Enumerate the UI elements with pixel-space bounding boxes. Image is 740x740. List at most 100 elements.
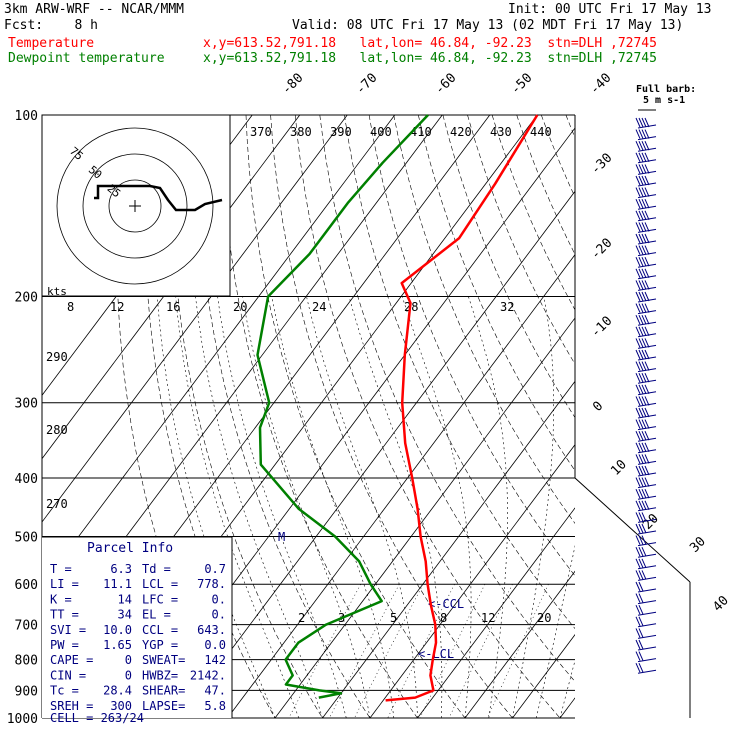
wind-barb-flag <box>635 430 641 441</box>
theta-e-label: 270 <box>46 497 68 511</box>
wind-barb-flag <box>635 175 641 186</box>
wind-barb-flag <box>635 535 641 545</box>
wind-barb-flag <box>644 222 650 232</box>
parcel-value: 0. <box>212 608 226 622</box>
wind-barb-flag <box>641 222 647 232</box>
parcel-value: 11.1 <box>103 577 132 591</box>
wind-barb-flag <box>635 245 641 255</box>
wind-barb-flag <box>635 314 641 325</box>
temperature-station-info: x,y=613.52,791.18 lat,lon= 46.84, -92.23… <box>203 36 657 51</box>
parcel-key: LCL = <box>142 577 178 591</box>
moist-adiabat <box>271 296 395 718</box>
wind-barb-staff <box>637 542 657 547</box>
isotherm <box>42 115 396 586</box>
isotherm-label: -40 <box>587 71 614 98</box>
wind-barb-flag <box>644 396 650 406</box>
mixing-ratio-label: 5 <box>390 611 397 625</box>
isotherm <box>227 253 575 718</box>
barb-key-label: Full barb: <box>636 84 696 95</box>
isotherm-label: 40 <box>710 593 732 615</box>
parcel-key: Tc = <box>50 684 79 698</box>
mixing-ratio-label: 16 <box>166 300 180 314</box>
wind-barb-flag <box>644 488 650 499</box>
parcel-value: 34 <box>118 608 132 622</box>
wind-barb-flag <box>635 187 641 197</box>
wind-barb-flag <box>644 140 650 151</box>
wind-barb-flag <box>644 372 650 383</box>
theta-label: 390 <box>330 125 352 139</box>
moist-adiabat <box>559 659 575 718</box>
parcel-value: 0 <box>125 653 132 667</box>
wind-barb-staff <box>637 240 657 245</box>
parcel-value: 47. <box>204 684 226 698</box>
isotherm-label: -70 <box>353 71 380 98</box>
wind-barb-staff <box>637 368 657 373</box>
wind-barb-flag <box>635 326 641 337</box>
parcel-value: 0.7 <box>204 562 226 576</box>
dry-adiabat <box>689 115 740 731</box>
wind-barb-flag <box>638 245 644 255</box>
mixing-ratio-label: 8 <box>440 611 447 625</box>
wind-barb-flag <box>638 280 644 290</box>
parcel-value: 778. <box>197 577 226 591</box>
wind-barb-flag <box>641 442 647 453</box>
dry-adiabat <box>615 115 740 731</box>
dry-adiabat <box>516 115 575 256</box>
wind-barb-staff <box>637 298 657 303</box>
wind-barb-staff <box>637 275 657 280</box>
wind-barb-flag <box>635 628 641 638</box>
parcel-value: 0 <box>125 668 132 682</box>
wind-barb-staff <box>637 576 657 581</box>
isotherm-label: 10 <box>608 457 630 479</box>
wind-barb-flag <box>644 338 650 348</box>
parcel-key: SWEAT= <box>142 653 185 667</box>
pressure-tick-label: 200 <box>15 291 38 306</box>
wind-barb-flag <box>641 210 647 221</box>
parcel-value: 10.0 <box>103 623 132 637</box>
wind-barb-flag <box>638 442 644 453</box>
wind-barb-flag <box>635 662 641 673</box>
wind-barb-flag <box>638 198 644 209</box>
dry-adiabat <box>294 115 561 718</box>
wind-barb-flag <box>644 384 650 395</box>
wind-barb-flag <box>638 662 644 673</box>
wind-barb-flag <box>638 477 644 487</box>
moist-adiabat <box>512 296 554 718</box>
wind-barb-flag <box>635 488 641 499</box>
wind-barb-flag <box>641 129 647 139</box>
parcel-key: CAPE = <box>50 653 93 667</box>
isotherm-label: 0 <box>590 399 606 415</box>
wind-barb-flag <box>641 233 647 244</box>
isotherm <box>464 570 575 718</box>
parcel-key: YGP = <box>142 638 178 652</box>
wind-barb-flag <box>638 175 644 186</box>
wind-barb-staff <box>637 634 657 639</box>
parcel-info-panel <box>42 537 232 718</box>
wind-barb-flag <box>638 361 644 371</box>
wind-barb-staff <box>637 344 657 349</box>
wind-barb-flag <box>644 129 650 139</box>
mixing-ratio-label: 2 <box>298 611 305 625</box>
hodograph-units-label: kts <box>47 285 67 298</box>
parcel-value: 300 <box>110 699 132 713</box>
isotherm <box>274 317 575 718</box>
hodograph-trace <box>94 184 223 212</box>
wind-barb-staff <box>637 611 657 616</box>
wind-barb-flag <box>641 314 647 325</box>
wind-barb-flag <box>638 407 644 418</box>
isotherm-label: -30 <box>588 151 615 178</box>
mixing-ratio-label: 12 <box>481 611 495 625</box>
wind-barb-flag <box>644 361 650 371</box>
wind-barb-flag <box>638 651 644 661</box>
theta-e-label: 280 <box>46 423 68 437</box>
wind-barb-flag <box>641 291 647 302</box>
theta-e-label: 290 <box>46 350 68 364</box>
wind-barb-flag <box>638 303 644 313</box>
parcel-cell: CELL = 263/24 <box>50 711 144 725</box>
parcel-key: LAPSE= <box>142 699 185 713</box>
init-time: Init: 00 UTC Fri 17 May 13 <box>508 2 712 17</box>
parcel-value: 28.4 <box>103 684 132 698</box>
wind-barb-flag <box>635 303 641 313</box>
wind-barb-staff <box>637 252 657 257</box>
theta-label: 370 <box>250 125 272 139</box>
